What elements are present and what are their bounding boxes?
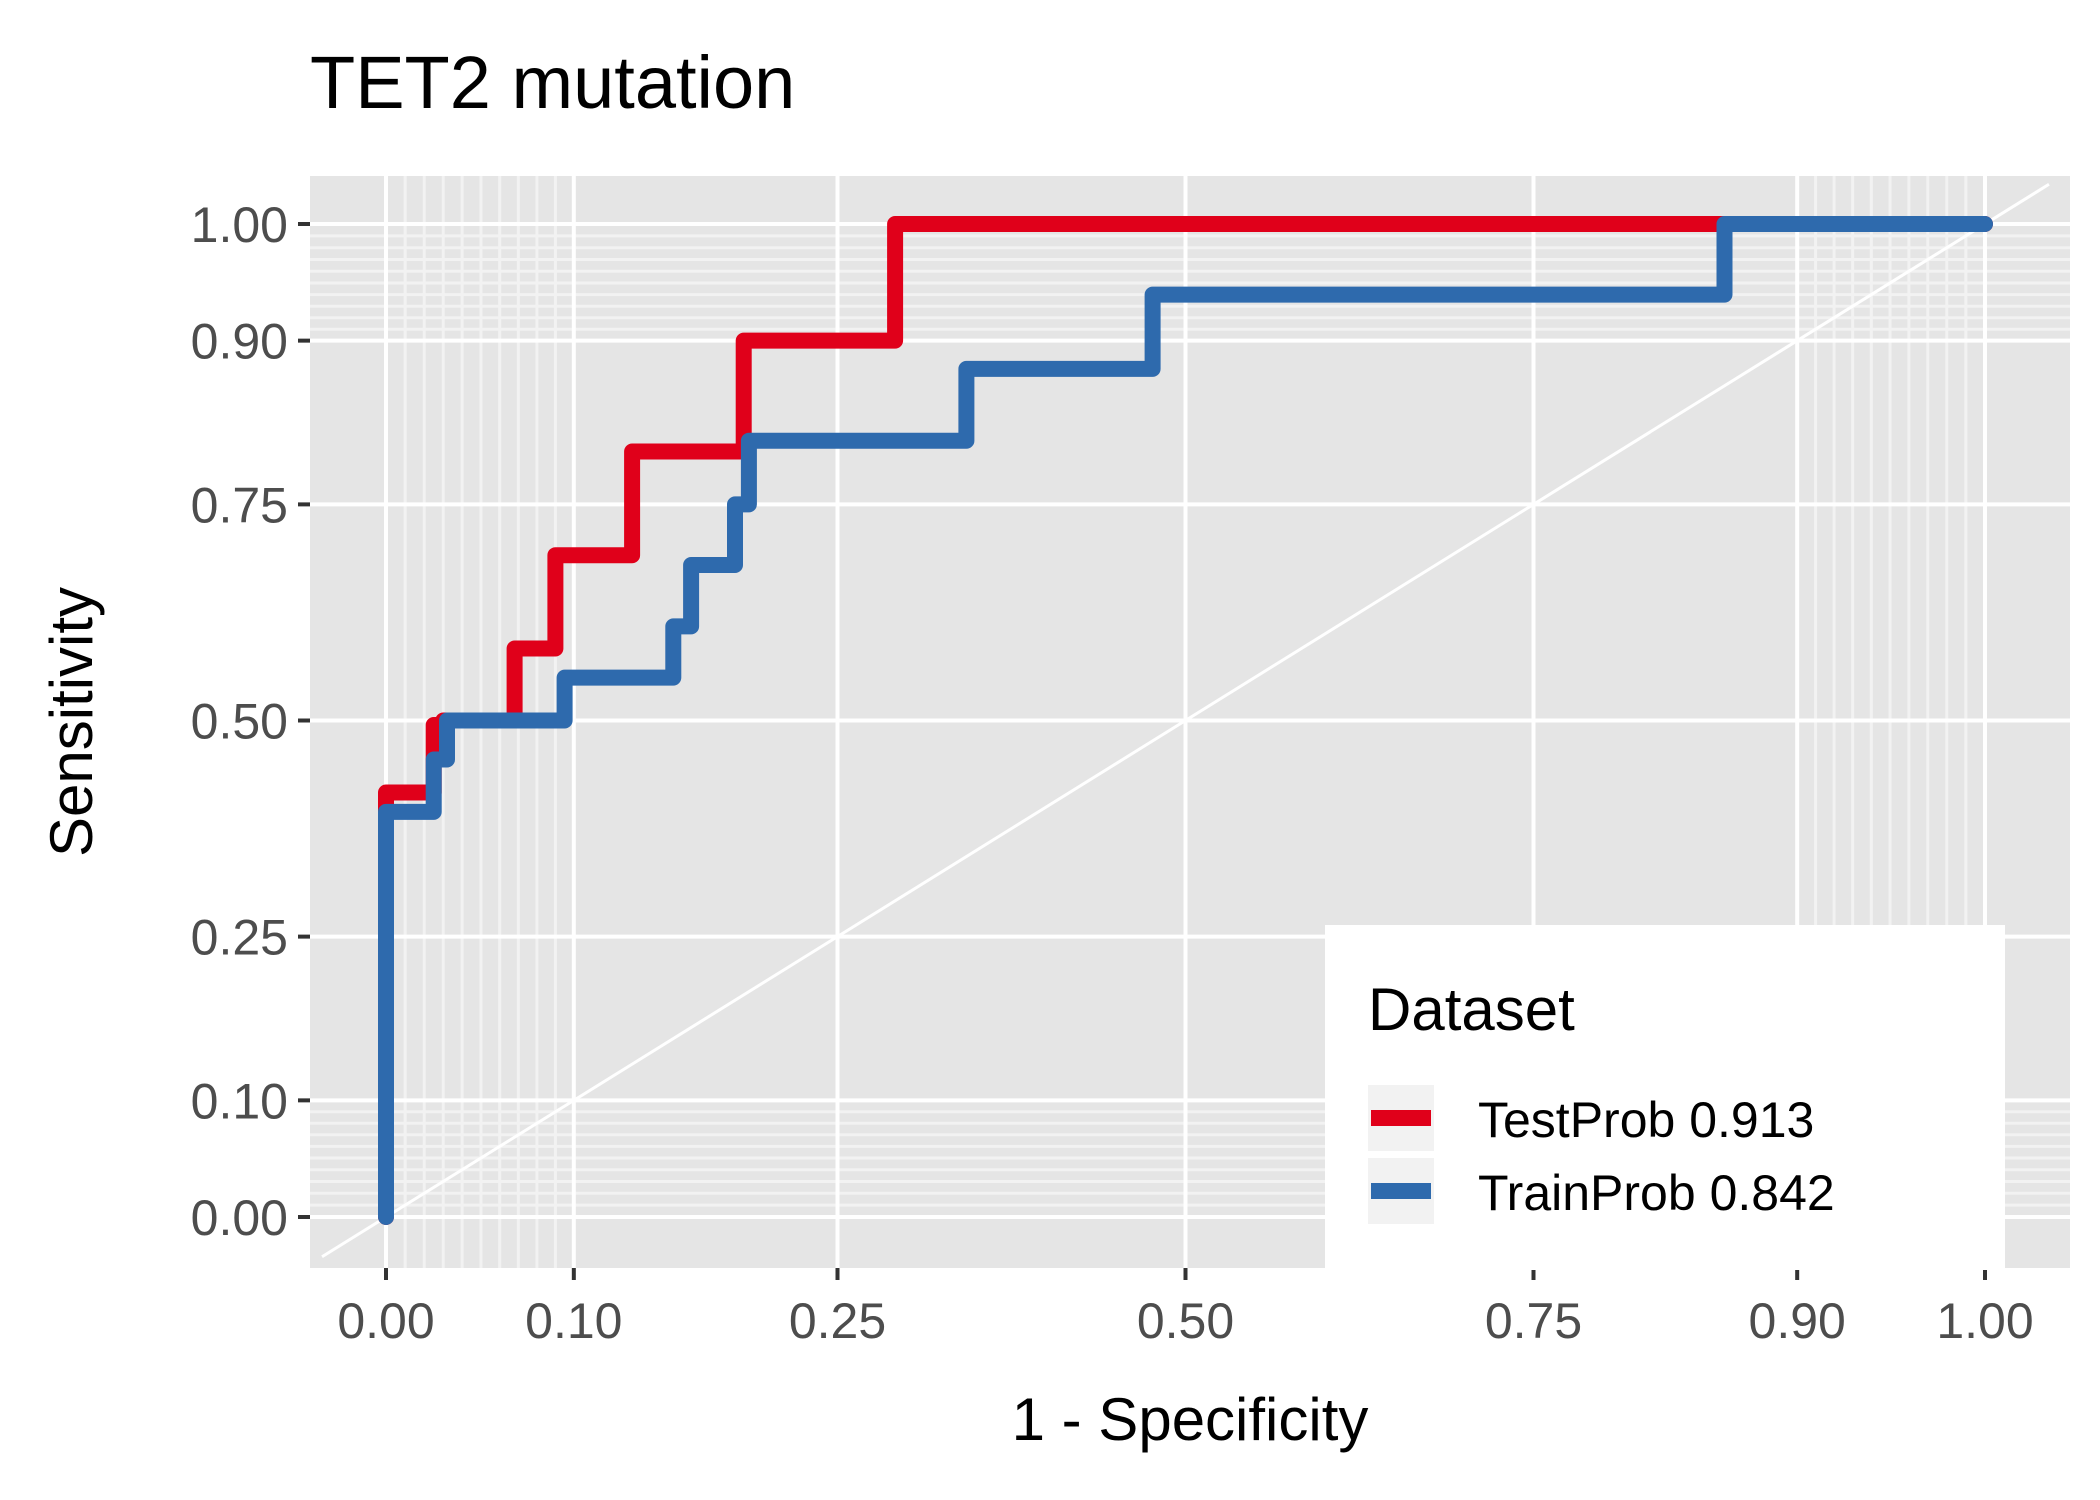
x-tick-label: 0.50 — [1137, 1293, 1234, 1349]
y-axis: 0.00 0.10 0.25 0.50 0.75 0.90 1.00 — [191, 197, 310, 1246]
y-tick-label: 0.00 — [191, 1190, 288, 1246]
x-tick-label: 0.25 — [789, 1293, 886, 1349]
series-line-train — [378, 216, 1993, 1225]
chart-title: TET2 mutation — [310, 41, 795, 124]
legend-items: TestProb 0.913 TrainProb 0.842 — [1368, 1085, 1835, 1224]
diagonal-reference-line — [321, 183, 2050, 1258]
y-tick-label: 1.00 — [191, 197, 288, 253]
y-tick-label: 0.90 — [191, 314, 288, 370]
x-axis: 0.00 0.10 0.25 0.50 0.75 0.90 1.00 — [337, 1268, 2034, 1349]
y-axis-title: Sensitivity — [38, 587, 105, 857]
series-layer — [378, 216, 1993, 1225]
series-line-test — [378, 216, 1993, 1225]
legend-label: TrainProb 0.842 — [1478, 1165, 1835, 1221]
y-tick-label: 0.50 — [191, 694, 288, 750]
legend-label: TestProb 0.913 — [1478, 1092, 1814, 1148]
legend-box — [1325, 925, 2005, 1270]
x-tick-label: 0.10 — [525, 1293, 622, 1349]
legend: Dataset TestProb 0.913 TrainProb 0.842 — [1325, 925, 2005, 1270]
x-tick-label: 0.00 — [337, 1293, 434, 1349]
x-tick-label: 0.90 — [1749, 1293, 1846, 1349]
x-tick-label: 1.00 — [1936, 1293, 2033, 1349]
x-axis-title: 1 - Specificity — [1012, 1386, 1369, 1453]
x-tick-label: 0.75 — [1485, 1293, 1582, 1349]
y-tick-label: 0.75 — [191, 477, 288, 533]
y-tick-label: 0.25 — [191, 910, 288, 966]
legend-title: Dataset — [1368, 976, 1575, 1043]
y-tick-label: 0.10 — [191, 1073, 288, 1129]
